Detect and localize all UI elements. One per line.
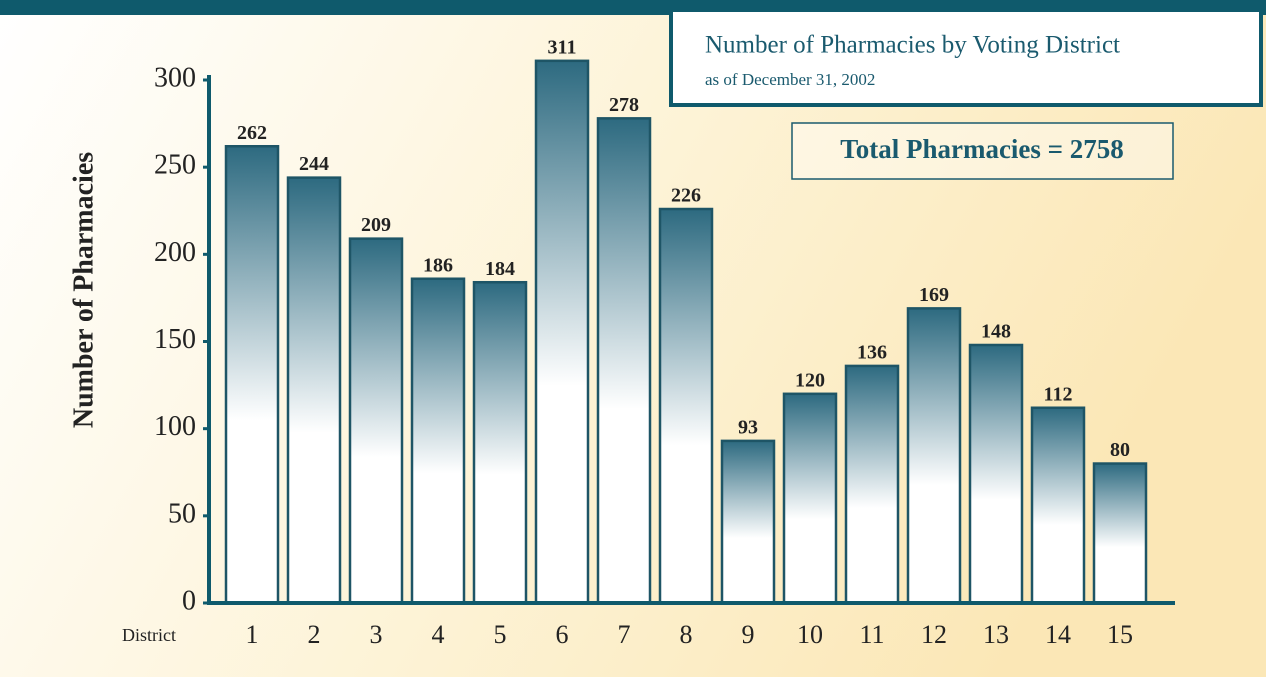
bar: [534, 59, 590, 605]
x-tick-label: 1: [246, 620, 259, 649]
bar: [286, 176, 342, 605]
value-label: 169: [919, 284, 949, 306]
bar: [906, 307, 962, 605]
value-label: 244: [299, 153, 329, 175]
x-tick-label: 5: [494, 620, 507, 649]
y-axis-label: Number of Pharmacies: [68, 152, 99, 428]
x-tick-label: 11: [859, 620, 884, 649]
bar: [782, 392, 838, 605]
y-tick-label: 250: [154, 150, 196, 181]
x-tick-label: 2: [308, 620, 321, 649]
annotation: Total Pharmacies = 2758: [840, 134, 1124, 164]
x-tick-label: 15: [1107, 620, 1133, 649]
x-tick-label: 14: [1045, 620, 1071, 649]
bar: [1030, 406, 1086, 605]
x-tick-label: 10: [797, 620, 823, 649]
value-label: 93: [738, 416, 758, 438]
bar: [1092, 462, 1148, 605]
bar: [720, 439, 776, 605]
title-box: [669, 8, 1263, 107]
bar: [348, 237, 404, 605]
value-label: 136: [857, 342, 887, 364]
value-label: 186: [423, 254, 453, 276]
x-tick-label: 6: [556, 620, 569, 649]
value-label: 262: [237, 122, 267, 144]
value-label: 112: [1044, 383, 1073, 405]
value-label: 226: [671, 185, 701, 207]
x-tick-label: 13: [983, 620, 1009, 649]
x-tick-label: 8: [680, 620, 693, 649]
value-label: 80: [1110, 439, 1130, 461]
value-label: 184: [485, 258, 515, 280]
value-label: 311: [548, 36, 577, 58]
value-label: 120: [795, 369, 825, 391]
x-axis-label: District: [122, 625, 176, 645]
value-label: 148: [981, 321, 1011, 343]
bar: [658, 207, 714, 605]
bar: [410, 277, 466, 605]
value-label: 209: [361, 214, 391, 236]
bar: [596, 117, 652, 605]
y-tick-label: 200: [154, 237, 196, 268]
x-tick-label: 12: [921, 620, 947, 649]
y-tick-label: 300: [154, 62, 196, 93]
x-tick-label: 9: [742, 620, 755, 649]
annotation-box: [791, 122, 1174, 180]
chart-subtitle: as of December 31, 2002: [705, 70, 875, 89]
chart-title: Number of Pharmacies by Voting District: [705, 32, 1120, 59]
x-tick-label: 4: [432, 620, 445, 649]
y-tick-label: 0: [182, 585, 196, 616]
y-tick-label: 150: [154, 324, 196, 355]
x-tick-label: 3: [370, 620, 383, 649]
value-label: 278: [609, 94, 639, 116]
y-tick-label: 50: [168, 498, 196, 529]
bar: [968, 343, 1024, 605]
y-tick-label: 100: [154, 411, 196, 442]
x-tick-label: 7: [618, 620, 631, 649]
bar: [224, 144, 280, 605]
bar: [844, 364, 900, 605]
bar: [472, 280, 528, 605]
